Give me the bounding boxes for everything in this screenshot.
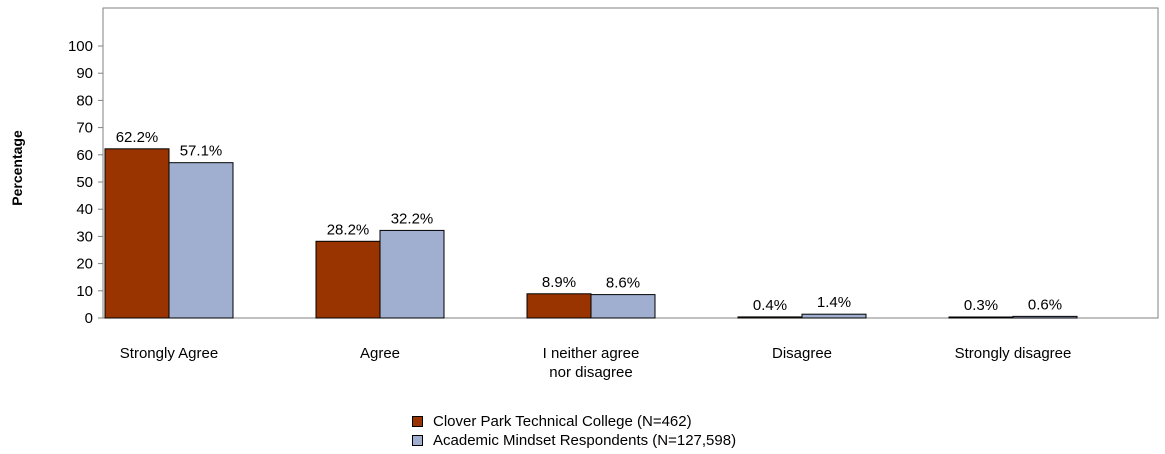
legend-item-clover-park: Clover Park Technical College (N=462) [412,412,736,431]
bar [379,229,445,319]
data-label: 0.4% [753,297,787,314]
data-label: 0.3% [964,297,998,314]
bar [104,148,170,319]
y-tick-label: 60 [76,147,93,164]
legend-label: Clover Park Technical College (N=462) [433,413,692,430]
data-label: 1.4% [817,294,851,311]
data-label: 0.6% [1028,296,1062,313]
y-tick-label: 20 [76,256,93,273]
legend-swatch [412,416,423,427]
category-label: Disagree [772,345,832,362]
plot-frame [102,7,1159,319]
legend-swatch [412,435,423,446]
y-axis-title: Percentage [9,130,25,206]
category-label: Strongly Agree [120,345,218,362]
y-tick-label: 80 [76,92,93,109]
bar [526,293,592,319]
category-labels: Strongly Agree Agree I neither agree nor di… [120,345,1072,381]
bars [104,148,1078,319]
y-tick-label: 70 [76,120,93,137]
bar [315,240,381,319]
bar [1012,315,1078,319]
category-label: I neither agree nor disagree [543,345,640,381]
y-tick-label: 90 [76,65,93,82]
data-label: 28.2% [327,221,370,238]
y-tick-label: 0 [85,310,93,327]
y-ticks: 0 10 20 30 40 50 60 70 80 90 100 [68,38,103,327]
category-label: Agree [360,345,400,362]
y-tick-label: 10 [76,283,93,300]
data-label: 62.2% [116,129,159,146]
data-label: 57.1% [180,143,223,160]
y-tick-label: 40 [76,201,93,218]
bar [948,316,1014,319]
data-label: 8.9% [542,274,576,291]
data-labels: 62.2% 57.1% 28.2% 32.2% 8.9% 8.6% 0.4% 1.4% 0.3%… [116,129,1062,314]
bar [168,162,234,319]
y-tick-label: 50 [76,174,93,191]
bar [590,294,656,319]
data-label: 32.2% [391,210,434,227]
bar-chart: Percentage 0 10 20 30 40 50 60 70 80 90 100 62.2% 5… [9,7,1159,381]
data-label: 8.6% [606,275,640,292]
y-tick-label: 30 [76,228,93,245]
y-tick-label: 100 [68,38,93,55]
legend-label: Academic Mindset Respondents (N=127,598) [433,432,737,449]
bar [737,316,803,319]
legend: Clover Park Technical College (N=462) Ac… [412,412,736,450]
category-label: Strongly disagree [955,345,1072,362]
axes [102,7,1159,319]
bar [801,313,867,319]
legend-item-academic-mindset: Academic Mindset Respondents (N=127,598) [412,431,736,450]
